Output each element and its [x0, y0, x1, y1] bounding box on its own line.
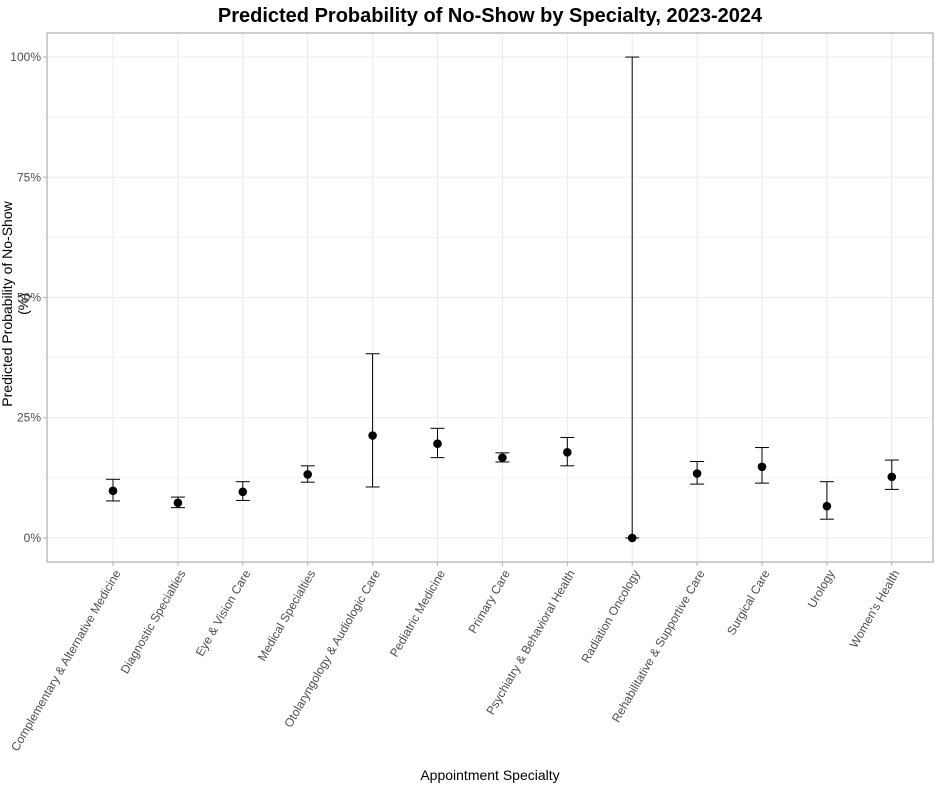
- data-point: [627, 533, 637, 543]
- x-tick-label: Complementary & Alternative Medicine: [8, 567, 124, 753]
- data-point: [498, 453, 507, 462]
- x-tick-label: Women's Health: [847, 568, 903, 651]
- grid-layer: [47, 33, 933, 562]
- error-bar: [365, 353, 380, 488]
- x-axis-title: Appointment Specialty: [420, 767, 560, 783]
- y-tick-label: 25%: [17, 411, 41, 425]
- x-tick-label: Pediatric Medicine: [387, 567, 448, 659]
- x-tick-label: Radiation Oncology: [578, 568, 642, 666]
- data-point: [303, 470, 313, 479]
- y-tick-label: 75%: [17, 170, 41, 184]
- y-tick-label: 50%: [17, 291, 41, 305]
- data-point: [238, 487, 248, 497]
- points: [108, 431, 897, 543]
- data-point: [822, 501, 832, 511]
- x-tick-label: Primary Care: [466, 567, 514, 635]
- data-point: [108, 486, 118, 496]
- data-point: [433, 439, 442, 448]
- x-axis: Complementary & Alternative MedicineDiag…: [8, 562, 902, 754]
- x-tick-label: Eye & Vision Care: [193, 567, 254, 658]
- data-point: [887, 472, 897, 482]
- data-point: [173, 498, 183, 508]
- chart-title: Predicted Probability of No-Show by Spec…: [217, 5, 763, 27]
- data-point: [757, 462, 767, 472]
- data-point: [563, 448, 572, 457]
- y-axis: 0% 25% 50% 75% 100%: [10, 50, 47, 545]
- data-point: [692, 469, 702, 478]
- data-point: [368, 431, 377, 440]
- y-tick-label: 0%: [24, 531, 42, 545]
- x-tick-label: Urology: [805, 568, 838, 611]
- x-tick-label: Surgical Care: [724, 567, 773, 637]
- y-tick-label: 100%: [10, 50, 41, 64]
- x-tick-label: Medical Specialties: [255, 568, 318, 664]
- x-tick-label: Diagnostic Specialties: [118, 568, 189, 677]
- error-bar: [819, 481, 834, 520]
